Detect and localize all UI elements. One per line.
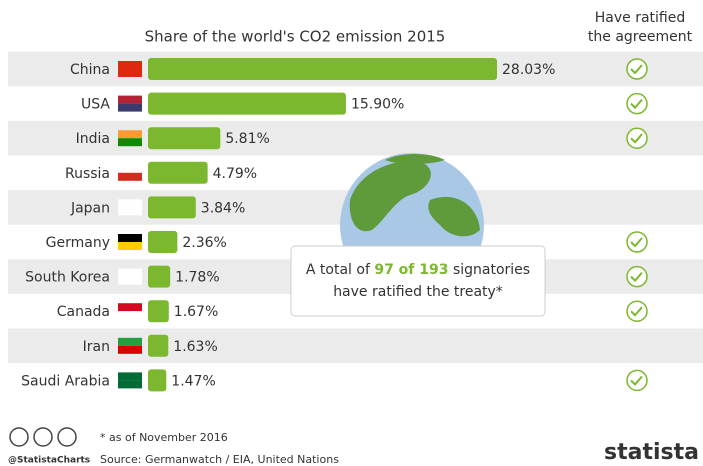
ratified-check	[626, 127, 648, 149]
value-label: 4.79%	[213, 166, 257, 182]
value-label: 15.90%	[351, 97, 404, 113]
annotation-text: signatories	[449, 262, 531, 278]
bar	[148, 196, 196, 219]
ratified-check	[626, 231, 648, 253]
check-mark	[630, 306, 643, 317]
bar	[148, 127, 221, 150]
value-label: 1.47%	[171, 373, 215, 389]
annotation: have ratified the treaty*	[333, 284, 503, 300]
flag	[118, 164, 142, 173]
category-label: Saudi Arabia	[21, 373, 110, 389]
column-header: Have ratified	[595, 10, 686, 26]
category-label: China	[70, 62, 110, 78]
check-mark	[630, 133, 643, 144]
flag	[118, 103, 142, 112]
category-label: Canada	[57, 304, 110, 320]
value-label: 2.36%	[182, 235, 226, 251]
bar	[148, 369, 167, 392]
category-label: USA	[81, 97, 110, 113]
flag	[118, 242, 142, 250]
annotation: A total of 97 of 193 signatories	[306, 262, 530, 278]
value-label: 5.81%	[225, 131, 269, 147]
license-icons	[9, 427, 77, 447]
bar	[148, 300, 169, 323]
category-label: South Korea	[25, 270, 110, 286]
check-circle	[626, 58, 648, 80]
flag	[118, 138, 142, 147]
chart-title: Share of the world's CO2 emission 2015	[145, 28, 446, 46]
flag	[118, 345, 142, 354]
flag	[118, 199, 142, 208]
handle: @StatistaCharts	[8, 456, 90, 466]
footnote: * as of November 2016	[100, 431, 228, 444]
flag	[118, 130, 142, 139]
value-label: 28.03%	[502, 62, 555, 78]
bar	[148, 265, 171, 288]
ratified-check	[626, 369, 648, 392]
bar	[148, 58, 497, 80]
check-circle	[626, 92, 648, 115]
check-mark	[630, 98, 643, 110]
value-label: 3.84%	[201, 200, 245, 216]
check-circle	[626, 369, 648, 392]
row-band	[8, 328, 703, 364]
ratified-check	[626, 92, 648, 115]
flag	[118, 207, 142, 216]
check-circle	[626, 127, 648, 149]
bar	[148, 231, 178, 253]
category-label: Russia	[65, 166, 110, 182]
check-mark	[630, 64, 643, 75]
flag	[118, 172, 142, 181]
value-label: 1.63%	[173, 339, 217, 355]
annotation-text: A total of	[306, 262, 374, 278]
plot: China 28.03% USA 15.90% India 5.81% Russia 4.79…	[21, 58, 648, 392]
ratified-check	[626, 265, 648, 288]
row-band	[8, 120, 703, 156]
flag	[118, 303, 142, 312]
check-mark	[630, 375, 643, 386]
brand-logo: statista	[604, 440, 699, 465]
ratified-check	[626, 58, 648, 80]
category-label: Japan	[70, 200, 110, 216]
check-mark	[630, 271, 643, 283]
flag	[118, 276, 142, 285]
source: Source: Germanwatch / EIA, United Nation…	[100, 453, 339, 466]
flag	[118, 372, 142, 381]
value-label: 1.67%	[174, 304, 218, 320]
category-label: Germany	[46, 235, 110, 251]
category-label: India	[76, 131, 110, 147]
check-circle	[626, 300, 648, 322]
flag	[118, 380, 142, 389]
flag	[118, 268, 142, 277]
bar	[148, 92, 346, 115]
flag	[118, 311, 142, 320]
bar	[148, 161, 208, 184]
ratified-check	[626, 300, 648, 322]
flag	[118, 69, 142, 77]
flag	[118, 234, 142, 242]
flag	[118, 337, 142, 346]
check-circle	[626, 231, 648, 253]
flag	[118, 61, 142, 69]
bar	[148, 334, 169, 357]
check-mark	[630, 237, 643, 248]
value-label: 1.78%	[175, 270, 219, 286]
annotation-box	[290, 245, 546, 317]
annotation-highlight: 97 of 193	[374, 262, 448, 278]
flag	[118, 95, 142, 104]
category-label: Iran	[83, 339, 110, 355]
check-circle	[626, 265, 648, 288]
column-header: the agreement	[588, 29, 693, 45]
